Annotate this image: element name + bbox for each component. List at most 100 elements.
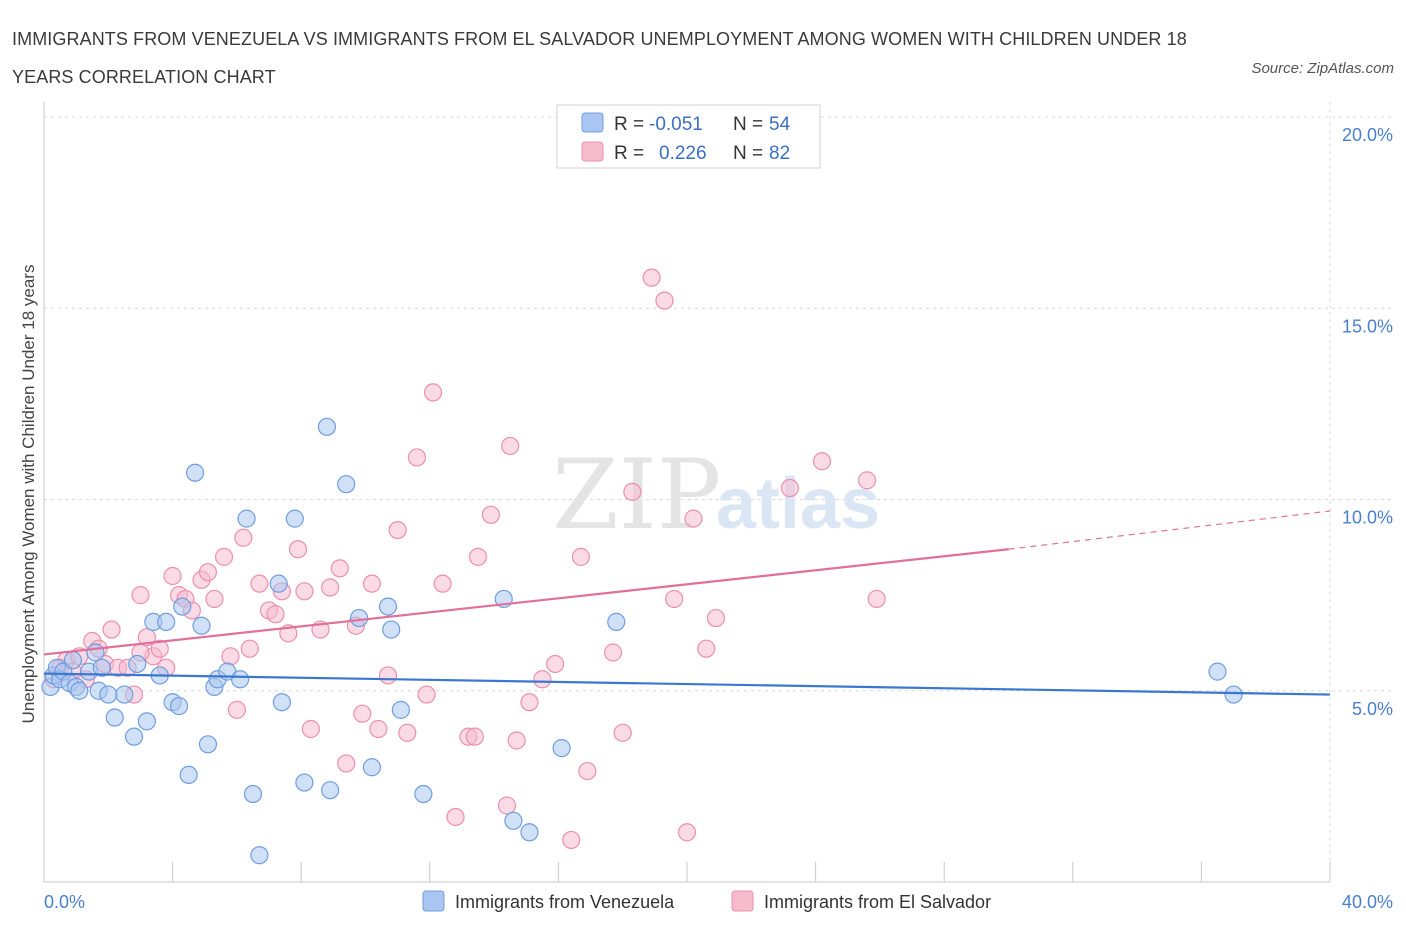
- venezuela-point: [285, 509, 304, 528]
- elsalvador-point: [562, 830, 581, 850]
- y-axis-label: Unemployment Among Women with Children U…: [19, 265, 38, 724]
- elsalvador-point: [337, 754, 356, 773]
- venezuela-point: [137, 712, 156, 731]
- elsalvador-point: [533, 670, 552, 689]
- venezuela-point: [173, 597, 192, 616]
- elsalvador-point: [321, 578, 340, 597]
- y-tick-labels: 5.0% 10.0% 15.0% 20.0%: [1342, 125, 1393, 719]
- watermark-atlas: atlas: [716, 464, 880, 544]
- elsalvador-point: [398, 723, 417, 742]
- x-tick-label-max: 40.0%: [1342, 892, 1393, 912]
- chart-title: IMMIGRANTS FROM VENEZUELA VS IMMIGRANTS …: [12, 29, 1187, 87]
- venezuela-point: [243, 784, 263, 804]
- elsalvador-point: [353, 704, 372, 723]
- legend-r-label-elsalvador: R =: [614, 143, 644, 164]
- elsalvador-point: [295, 582, 314, 601]
- legend-n-value-elsalvador: 82: [769, 143, 790, 164]
- venezuela-point: [70, 681, 89, 700]
- venezuela-point: [86, 643, 105, 662]
- legend-swatch-venezuela: [581, 112, 604, 133]
- venezuela-point: [92, 658, 111, 677]
- venezuela-point: [295, 773, 314, 792]
- elsalvador-point: [780, 478, 799, 498]
- legend-r-value-elsalvador: 0.226: [659, 143, 707, 164]
- elsalvador-point: [578, 761, 597, 781]
- elsalvador-point: [677, 823, 697, 842]
- trend-lines: [43, 510, 1331, 696]
- venezuela-point: [186, 463, 205, 482]
- venezuela-point: [192, 616, 211, 635]
- elsalvador-point: [497, 796, 517, 815]
- elsalvador-point: [362, 574, 382, 593]
- elsalvador-point: [250, 574, 269, 593]
- elsalvador-point: [423, 383, 443, 402]
- series-legend-swatch-elsalvador: [731, 890, 754, 912]
- venezuela-point: [1224, 685, 1243, 704]
- elsalvador-point: [684, 509, 703, 528]
- venezuela-point: [552, 739, 571, 758]
- elsalvador-point: [465, 727, 484, 746]
- elsalvador-point: [613, 723, 632, 742]
- legend-r-label-venezuela: R =: [614, 114, 644, 135]
- series-legend-swatch-venezuela: [422, 890, 445, 912]
- elsalvador-point: [417, 685, 436, 704]
- venezuela-point: [337, 475, 356, 494]
- venezuela-point: [321, 781, 340, 800]
- venezuela-point: [1208, 662, 1227, 681]
- venezuela-point: [128, 654, 147, 674]
- elsalvador-point: [642, 268, 661, 287]
- elsalvador-point: [697, 639, 716, 658]
- elsalvador-point: [433, 574, 452, 593]
- venezuela-point: [382, 620, 401, 639]
- elsalvador-point: [655, 291, 674, 310]
- venezuela-point: [362, 758, 382, 777]
- elsalvador-point: [227, 700, 246, 719]
- series-legend-label-elsalvador: Immigrants from El Salvador: [764, 892, 991, 912]
- elsalvador-point: [378, 666, 398, 685]
- elsalvador-point: [481, 505, 500, 524]
- elsalvador-point: [446, 807, 465, 827]
- elsalvador-point: [131, 586, 150, 605]
- series-legend: Immigrants from Venezuela Immigrants fro…: [422, 890, 991, 912]
- venezuela-point: [520, 823, 539, 842]
- venezuela-point: [317, 417, 337, 436]
- elsalvador-point: [288, 540, 308, 559]
- venezuela-point: [607, 612, 626, 632]
- elsalvador-point: [665, 589, 684, 609]
- venezuela-point: [105, 708, 124, 727]
- source-note: Source: ZipAtlas.com: [1251, 60, 1394, 77]
- venezuela-points: [41, 417, 1243, 865]
- venezuela-point: [250, 846, 269, 865]
- elsalvador-point: [137, 628, 156, 647]
- venezuela-point: [115, 685, 134, 704]
- y-tick-label: 5.0%: [1352, 699, 1393, 719]
- legend-r-value-venezuela: -0.051: [649, 114, 703, 135]
- elsalvador-point: [240, 639, 259, 658]
- venezuela-point: [237, 509, 256, 528]
- x-tick-label-min: 0.0%: [44, 892, 85, 912]
- elsalvador-point: [301, 719, 320, 739]
- elsalvador-point: [234, 528, 253, 547]
- legend-n-value-venezuela: 54: [769, 114, 791, 135]
- venezuela-point: [349, 608, 369, 628]
- x-axis-ticks: [172, 862, 1331, 882]
- elsalvador-point: [468, 547, 488, 566]
- trend-line-elsalvador: [43, 548, 1009, 656]
- trend-line-venezuela: [43, 672, 1331, 696]
- venezuela-point: [99, 685, 118, 704]
- elsalvador-point: [330, 559, 349, 578]
- venezuela-point: [169, 696, 189, 716]
- series-legend-label-venezuela: Immigrants from Venezuela: [455, 892, 675, 912]
- trend-line-elsalvador-extrapolated: [1008, 510, 1331, 550]
- elsalvador-point: [163, 566, 182, 586]
- elsalvador-point: [369, 719, 388, 739]
- y-tick-label: 20.0%: [1342, 125, 1393, 145]
- venezuela-point: [269, 574, 288, 593]
- elsalvador-point: [706, 608, 726, 628]
- elsalvador-point: [221, 647, 240, 666]
- elsalvador-point: [501, 436, 520, 456]
- legend-swatch-elsalvador: [581, 141, 604, 162]
- elsalvador-point: [571, 547, 591, 566]
- elsalvador-points: [44, 268, 886, 850]
- venezuela-point: [157, 612, 176, 632]
